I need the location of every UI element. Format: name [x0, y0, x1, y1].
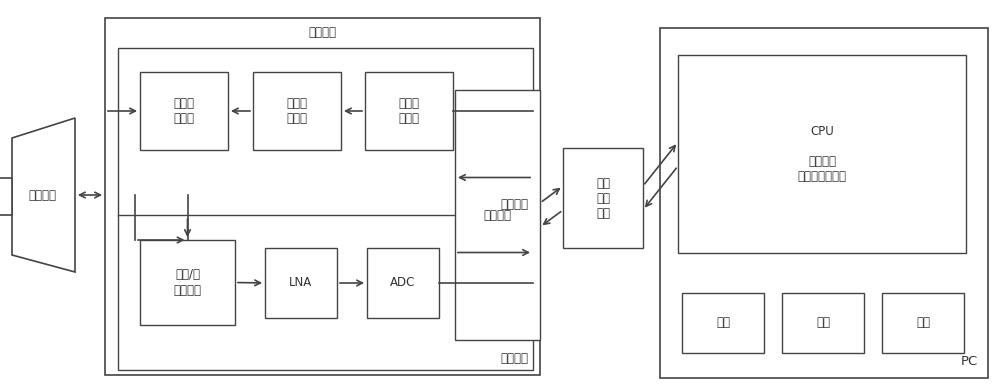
Text: ADC: ADC — [390, 276, 416, 290]
Text: 超声探头: 超声探头 — [28, 189, 56, 201]
Bar — [782, 293, 864, 353]
Bar — [253, 72, 341, 150]
Text: PC: PC — [961, 355, 978, 368]
Bar — [563, 148, 643, 248]
Text: CPU

波束形成
信号与图像处理: CPU 波束形成 信号与图像处理 — [798, 125, 846, 183]
Text: 发射/接
收转换器: 发射/接 收转换器 — [174, 269, 202, 296]
Bar — [365, 72, 453, 150]
Text: 发射控
制电路: 发射控 制电路 — [398, 97, 420, 125]
Bar — [265, 248, 337, 318]
Bar — [678, 55, 966, 253]
Text: 显示: 显示 — [816, 316, 830, 330]
Text: 主控制器: 主控制器 — [484, 209, 512, 221]
Text: 接收电路: 接收电路 — [500, 352, 528, 365]
Bar — [455, 90, 540, 340]
Text: 高速
传输
电路: 高速 传输 电路 — [596, 176, 610, 220]
Bar — [105, 18, 540, 375]
Text: 发射电路: 发射电路 — [500, 198, 528, 211]
Bar — [882, 293, 964, 353]
Bar — [140, 72, 228, 150]
Bar — [682, 293, 764, 353]
Text: 前端电路: 前端电路 — [308, 26, 336, 39]
Polygon shape — [12, 118, 75, 272]
Bar — [367, 248, 439, 318]
Text: 音频: 音频 — [916, 316, 930, 330]
Text: 高压驱
动电路: 高压驱 动电路 — [174, 97, 194, 125]
Bar — [118, 48, 533, 216]
Bar — [118, 215, 533, 370]
Text: LNA: LNA — [289, 276, 313, 290]
Bar — [140, 240, 235, 325]
Text: 脉冲发
射电路: 脉冲发 射电路 — [287, 97, 308, 125]
Bar — [660, 28, 988, 378]
Polygon shape — [0, 178, 12, 215]
Text: 接口: 接口 — [716, 316, 730, 330]
